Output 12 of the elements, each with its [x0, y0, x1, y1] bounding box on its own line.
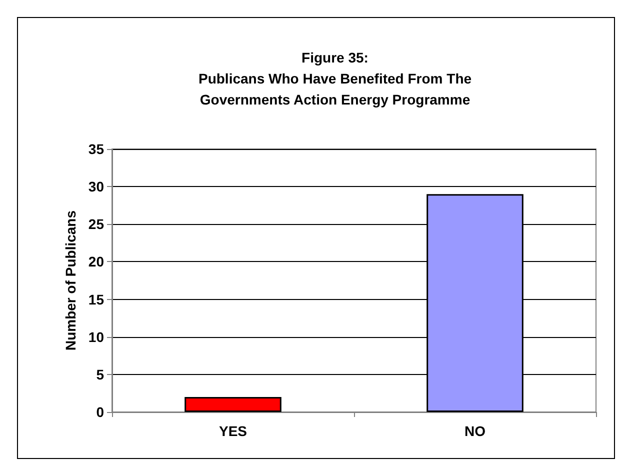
y-tick-label: 5	[96, 366, 104, 382]
chart-title: Figure 35: Publicans Who Have Benefited From The Governments Action Energy Programme	[198, 50, 472, 108]
y-axis-title: Number of Publicans	[62, 210, 79, 351]
x-tick-label: YES	[218, 423, 248, 439]
y-tick-label: 15	[88, 291, 104, 308]
y-tick-label: 10	[88, 328, 104, 345]
y-tick-label: 35	[88, 141, 104, 157]
y-tick-label: 0	[96, 404, 104, 420]
x-tick-label: NO	[464, 423, 486, 439]
y-tick-label: 30	[88, 178, 104, 195]
y-tick-label: 20	[88, 254, 104, 270]
y-tick-label: 25	[88, 216, 104, 232]
